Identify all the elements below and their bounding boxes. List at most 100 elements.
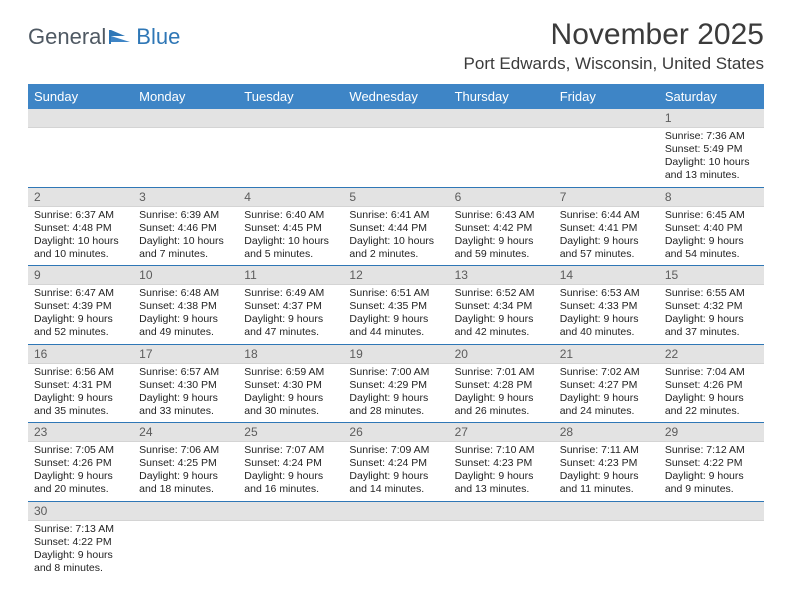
sunset-text: Sunset: 4:42 PM — [455, 222, 548, 235]
sunrise-text: Sunrise: 6:52 AM — [455, 287, 548, 300]
sunset-text: Sunset: 4:23 PM — [455, 457, 548, 470]
sunrise-text: Sunrise: 6:43 AM — [455, 209, 548, 222]
sunrise-text: Sunrise: 7:07 AM — [244, 444, 337, 457]
daylight-text: Daylight: 9 hours and 8 minutes. — [34, 549, 127, 575]
day-number: 25 — [238, 423, 343, 442]
day-details: Sunrise: 7:02 AMSunset: 4:27 PMDaylight:… — [554, 364, 659, 423]
day-number: 24 — [133, 423, 238, 442]
daylight-text: Daylight: 9 hours and 40 minutes. — [560, 313, 653, 339]
sunrise-text: Sunrise: 7:10 AM — [455, 444, 548, 457]
day-details: Sunrise: 7:10 AMSunset: 4:23 PMDaylight:… — [449, 442, 554, 501]
day-number: 1 — [659, 109, 764, 128]
day-number: 4 — [238, 188, 343, 207]
daylight-text: Daylight: 9 hours and 33 minutes. — [139, 392, 232, 418]
calendar-row: 30Sunrise: 7:13 AMSunset: 4:22 PMDayligh… — [28, 501, 764, 579]
logo-text-2: Blue — [136, 24, 180, 50]
calendar-cell: 15Sunrise: 6:55 AMSunset: 4:32 PMDayligh… — [659, 266, 764, 345]
day-number: 7 — [554, 188, 659, 207]
dow-tuesday: Tuesday — [238, 84, 343, 109]
day-details: Sunrise: 7:09 AMSunset: 4:24 PMDaylight:… — [343, 442, 448, 501]
day-number — [449, 502, 554, 521]
daylight-text: Daylight: 9 hours and 18 minutes. — [139, 470, 232, 496]
day-number — [659, 502, 764, 521]
calendar-row: 16Sunrise: 6:56 AMSunset: 4:31 PMDayligh… — [28, 344, 764, 423]
day-number: 23 — [28, 423, 133, 442]
title-block: November 2025 Port Edwards, Wisconsin, U… — [464, 18, 764, 74]
calendar-cell: 20Sunrise: 7:01 AMSunset: 4:28 PMDayligh… — [449, 344, 554, 423]
sunset-text: Sunset: 4:44 PM — [349, 222, 442, 235]
day-number: 29 — [659, 423, 764, 442]
sunrise-text: Sunrise: 6:59 AM — [244, 366, 337, 379]
daylight-text: Daylight: 9 hours and 9 minutes. — [665, 470, 758, 496]
day-number: 19 — [343, 345, 448, 364]
day-details: Sunrise: 7:07 AMSunset: 4:24 PMDaylight:… — [238, 442, 343, 501]
sunset-text: Sunset: 4:39 PM — [34, 300, 127, 313]
calendar-cell: 19Sunrise: 7:00 AMSunset: 4:29 PMDayligh… — [343, 344, 448, 423]
sunset-text: Sunset: 4:48 PM — [34, 222, 127, 235]
sunrise-text: Sunrise: 7:05 AM — [34, 444, 127, 457]
sunrise-text: Sunrise: 7:04 AM — [665, 366, 758, 379]
day-number — [554, 502, 659, 521]
sunset-text: Sunset: 4:23 PM — [560, 457, 653, 470]
calendar-cell: 10Sunrise: 6:48 AMSunset: 4:38 PMDayligh… — [133, 266, 238, 345]
sunrise-text: Sunrise: 6:47 AM — [34, 287, 127, 300]
day-number: 12 — [343, 266, 448, 285]
day-details: Sunrise: 6:52 AMSunset: 4:34 PMDaylight:… — [449, 285, 554, 344]
calendar-cell — [133, 501, 238, 579]
daylight-text: Daylight: 10 hours and 10 minutes. — [34, 235, 127, 261]
calendar-cell: 21Sunrise: 7:02 AMSunset: 4:27 PMDayligh… — [554, 344, 659, 423]
day-number: 16 — [28, 345, 133, 364]
sunrise-text: Sunrise: 7:02 AM — [560, 366, 653, 379]
day-details: Sunrise: 6:44 AMSunset: 4:41 PMDaylight:… — [554, 207, 659, 266]
day-details: Sunrise: 7:36 AMSunset: 5:49 PMDaylight:… — [659, 128, 764, 187]
day-details: Sunrise: 6:43 AMSunset: 4:42 PMDaylight:… — [449, 207, 554, 266]
days-of-week-row: Sunday Monday Tuesday Wednesday Thursday… — [28, 84, 764, 109]
calendar-cell — [133, 109, 238, 187]
sunset-text: Sunset: 4:30 PM — [139, 379, 232, 392]
daylight-text: Daylight: 9 hours and 44 minutes. — [349, 313, 442, 339]
daylight-text: Daylight: 10 hours and 7 minutes. — [139, 235, 232, 261]
day-number: 9 — [28, 266, 133, 285]
sunrise-text: Sunrise: 6:44 AM — [560, 209, 653, 222]
calendar-cell: 9 Sunrise: 6:47 AMSunset: 4:39 PMDaylight… — [28, 266, 133, 345]
calendar-cell: 1Sunrise: 7:36 AMSunset: 5:49 PMDaylight… — [659, 109, 764, 187]
calendar-cell — [554, 501, 659, 579]
sunset-text: Sunset: 4:41 PM — [560, 222, 653, 235]
sunset-text: Sunset: 4:31 PM — [34, 379, 127, 392]
flag-icon — [108, 28, 134, 46]
daylight-text: Daylight: 10 hours and 13 minutes. — [665, 156, 758, 182]
daylight-text: Daylight: 9 hours and 24 minutes. — [560, 392, 653, 418]
calendar-cell: 3Sunrise: 6:39 AMSunset: 4:46 PMDaylight… — [133, 187, 238, 266]
calendar-cell: 30Sunrise: 7:13 AMSunset: 4:22 PMDayligh… — [28, 501, 133, 579]
calendar-cell: 17Sunrise: 6:57 AMSunset: 4:30 PMDayligh… — [133, 344, 238, 423]
day-details: Sunrise: 6:57 AMSunset: 4:30 PMDaylight:… — [133, 364, 238, 423]
sunset-text: Sunset: 4:32 PM — [665, 300, 758, 313]
calendar-cell: 11Sunrise: 6:49 AMSunset: 4:37 PMDayligh… — [238, 266, 343, 345]
day-number — [449, 109, 554, 128]
sunrise-text: Sunrise: 6:51 AM — [349, 287, 442, 300]
calendar-body: 1Sunrise: 7:36 AMSunset: 5:49 PMDaylight… — [28, 109, 764, 579]
day-number — [343, 502, 448, 521]
sunrise-text: Sunrise: 6:45 AM — [665, 209, 758, 222]
day-number: 20 — [449, 345, 554, 364]
sunrise-text: Sunrise: 7:12 AM — [665, 444, 758, 457]
sunrise-text: Sunrise: 6:39 AM — [139, 209, 232, 222]
sunrise-text: Sunrise: 7:00 AM — [349, 366, 442, 379]
day-number — [133, 502, 238, 521]
day-details: Sunrise: 6:41 AMSunset: 4:44 PMDaylight:… — [343, 207, 448, 266]
daylight-text: Daylight: 9 hours and 14 minutes. — [349, 470, 442, 496]
daylight-text: Daylight: 9 hours and 11 minutes. — [560, 470, 653, 496]
calendar-cell — [238, 501, 343, 579]
calendar-cell — [449, 501, 554, 579]
calendar-cell: 6Sunrise: 6:43 AMSunset: 4:42 PMDaylight… — [449, 187, 554, 266]
daylight-text: Daylight: 9 hours and 52 minutes. — [34, 313, 127, 339]
sunrise-text: Sunrise: 6:57 AM — [139, 366, 232, 379]
day-number: 5 — [343, 188, 448, 207]
day-number: 18 — [238, 345, 343, 364]
sunset-text: Sunset: 4:27 PM — [560, 379, 653, 392]
month-title: November 2025 — [464, 18, 764, 52]
day-number: 2 — [28, 188, 133, 207]
day-number: 3 — [133, 188, 238, 207]
calendar-row: 1Sunrise: 7:36 AMSunset: 5:49 PMDaylight… — [28, 109, 764, 187]
sunset-text: Sunset: 4:37 PM — [244, 300, 337, 313]
